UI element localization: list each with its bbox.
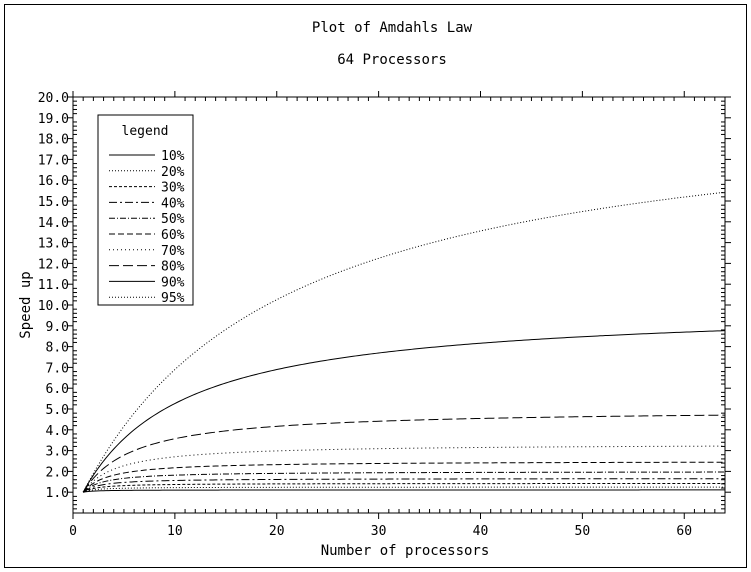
chart-frame: Plot of Amdahls Law 64 Processors Number… [4,4,747,568]
axes: 0 10 20 30 40 50 60 1.0 2.0 3.0 4.0 5.0 6.0 7.0 8.0 9.0… [38,91,731,539]
legend-entry-label: 70% [161,244,185,259]
x-tick-label: 40 [473,524,489,539]
x-axis-label: Number of processors [321,543,490,559]
series-line-90pct [82,330,726,493]
x-tick-label: 50 [575,524,591,539]
y-tick-label: 16.0 [38,174,69,189]
y-tick-label: 12.0 [38,257,69,272]
amdahl-chart: Plot of Amdahls Law 64 Processors Number… [18,20,731,559]
y-tick-label: 14.0 [38,216,69,231]
series-line-10pct [83,489,725,493]
y-tick-label: 15.0 [38,195,69,210]
legend-title: legend [122,124,169,139]
legend-box [97,114,194,306]
y-tick-label: 1.0 [46,486,69,501]
y-tick-label: 13.0 [38,237,69,252]
series-lines [82,191,726,493]
series-line-20pct [83,486,725,493]
series-line-95pct [82,191,726,493]
legend-entry-label: 40% [161,196,185,211]
y-tick-label: 19.0 [38,112,69,127]
legend-entry-label: 10% [161,149,185,164]
legend-entry-label: 90% [161,275,185,290]
y-tick-label: 3.0 [46,445,69,460]
legend-entry-label: 50% [161,212,185,227]
legend: legend 10%20%30%40%50%60%70%80%90%95% [97,114,194,306]
x-tick-label: 0 [69,524,77,539]
legend-entry-label: 95% [161,291,185,306]
legend-entry-label: 20% [161,165,185,180]
x-tick-label: 60 [676,524,692,539]
y-tick-label: 17.0 [38,153,69,168]
y-tick-label: 9.0 [46,320,69,335]
y-tick-label: 8.0 [46,341,69,356]
x-tick-label: 20 [269,524,285,539]
y-tick-label: 11.0 [38,278,69,293]
y-axis-label: Speed up [18,271,34,338]
y-tick-label: 4.0 [46,424,69,439]
y-tick-label: 10.0 [38,299,69,314]
y-tick-label: 18.0 [38,133,69,148]
legend-entry-label: 80% [161,260,185,275]
y-tick-label: 20.0 [38,91,69,106]
y-tick-label: 2.0 [46,465,69,480]
x-tick-label: 10 [167,524,183,539]
legend-entry-label: 60% [161,228,185,243]
chart-title: Plot of Amdahls Law [312,20,473,36]
series-line-80pct [82,414,726,493]
series-line-30pct [82,482,725,493]
series-line-60pct [82,461,726,493]
series-line-70pct [82,445,725,493]
y-tick-label: 5.0 [46,403,69,418]
legend-entry-label: 30% [161,181,185,196]
series-line-50pct [82,471,725,493]
chart-subtitle: 64 Processors [337,52,447,68]
y-tick-label: 7.0 [46,361,69,376]
x-tick-label: 30 [371,524,387,539]
series-line-40pct [82,478,725,493]
y-tick-label: 6.0 [46,382,69,397]
